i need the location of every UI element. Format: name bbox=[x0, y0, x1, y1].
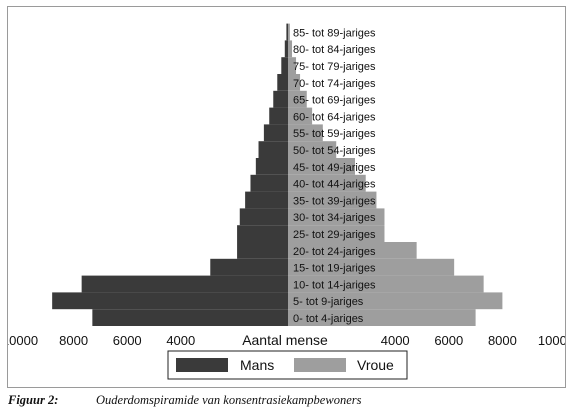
age-label-50-tot-54-jariges: 50- tot 54-jariges bbox=[293, 145, 376, 157]
age-label-40-tot-44-jariges: 40- tot 44-jariges bbox=[293, 179, 376, 191]
age-label-5-tot-9-jariges: 5- tot 9-jariges bbox=[293, 296, 364, 308]
bars-vroue bbox=[288, 23, 503, 326]
bar-mans-65-tot-69-jariges bbox=[273, 90, 288, 108]
age-label-15-tot-19-jariges: 15- tot 19-jariges bbox=[293, 263, 376, 275]
age-label-35-tot-39-jariges: 35- tot 39-jariges bbox=[293, 195, 376, 207]
age-label-10-tot-14-jariges: 10- tot 14-jariges bbox=[293, 279, 376, 291]
age-label-80-tot-84-jariges: 80- tot 84-jariges bbox=[293, 44, 376, 56]
bar-vroue-80-tot-84-jariges bbox=[288, 40, 293, 58]
age-label-0-tot-4-jariges: 0- tot 4-jariges bbox=[293, 313, 364, 325]
x-tick-left-8000: 8000 bbox=[59, 333, 88, 348]
bar-mans-55-tot-59-jariges bbox=[263, 124, 288, 142]
bar-mans-80-tot-84-jariges bbox=[284, 40, 288, 58]
age-label-85-tot-89-jariges: 85- tot 89-jariges bbox=[293, 27, 376, 39]
bar-vroue-5-tot-9-jariges bbox=[288, 292, 503, 310]
bar-vroue-55-tot-59-jariges bbox=[288, 124, 323, 142]
bar-vroue-30-tot-34-jariges bbox=[288, 208, 385, 226]
x-tick-left-4000: 4000 bbox=[166, 333, 195, 348]
x-axis-label: Aantal mense bbox=[242, 332, 328, 348]
bar-vroue-10-tot-14-jariges bbox=[288, 275, 484, 293]
bar-vroue-20-tot-24-jariges bbox=[288, 242, 417, 259]
bar-vroue-15-tot-19-jariges bbox=[288, 258, 455, 276]
caption-text: Ouderdomspiramide van konsentrasiekampbe… bbox=[96, 393, 362, 407]
legend-label-vroue: Vroue bbox=[357, 357, 394, 373]
bar-vroue-35-tot-39-jariges bbox=[288, 191, 377, 209]
age-label-65-tot-69-jariges: 65- tot 69-jariges bbox=[293, 95, 376, 107]
bar-mans-75-tot-79-jariges bbox=[281, 57, 288, 74]
bar-vroue-70-tot-74-jariges bbox=[288, 74, 301, 91]
legend: Mans Vroue bbox=[167, 350, 408, 380]
bar-mans-70-tot-74-jariges bbox=[277, 74, 288, 91]
bar-vroue-75-tot-79-jariges bbox=[288, 57, 297, 74]
bar-vroue-40-tot-44-jariges bbox=[288, 174, 366, 192]
bars-mans bbox=[52, 23, 288, 326]
bar-mans-35-tot-39-jariges bbox=[245, 191, 288, 209]
bar-mans-10-tot-14-jariges bbox=[81, 275, 288, 293]
caption-number: Figuur 2: bbox=[8, 393, 59, 407]
bar-mans-20-tot-24-jariges bbox=[237, 242, 288, 259]
bar-mans-85-tot-89-jariges bbox=[286, 23, 288, 41]
x-tick-right-6000: 6000 bbox=[434, 333, 463, 348]
bar-mans-25-tot-29-jariges bbox=[237, 225, 288, 242]
bar-mans-0-tot-4-jariges bbox=[92, 309, 288, 326]
bar-vroue-85-tot-89-jariges bbox=[288, 23, 290, 41]
figure-frame: 0- tot 4-jariges 5- tot 9-jariges 10- tot … bbox=[7, 6, 566, 388]
x-tick-right-8000: 8000 bbox=[488, 333, 517, 348]
bar-mans-40-tot-44-jariges bbox=[250, 174, 288, 192]
age-label-70-tot-74-jariges: 70- tot 74-jariges bbox=[293, 78, 376, 90]
bar-mans-60-tot-64-jariges bbox=[269, 107, 288, 125]
age-label-30-tot-34-jariges: 30- tot 34-jariges bbox=[293, 212, 376, 224]
figure-caption: Figuur 2: Ouderdomspiramide van konsentr… bbox=[8, 393, 568, 411]
bar-mans-45-tot-49-jariges bbox=[255, 158, 288, 175]
bar-vroue-45-tot-49-jariges bbox=[288, 158, 355, 175]
age-label-20-tot-24-jariges: 20- tot 24-jariges bbox=[293, 246, 376, 258]
bar-mans-5-tot-9-jariges bbox=[52, 292, 288, 310]
bar-vroue-65-tot-69-jariges bbox=[288, 90, 307, 108]
bar-vroue-0-tot-4-jariges bbox=[288, 309, 476, 326]
population-pyramid-chart: 0- tot 4-jariges 5- tot 9-jariges 10- tot … bbox=[8, 23, 565, 380]
legend-swatch-vroue bbox=[294, 358, 346, 372]
age-label-45-tot-49-jariges: 45- tot 49-jariges bbox=[293, 162, 376, 174]
bar-mans-30-tot-34-jariges bbox=[239, 208, 288, 226]
legend-label-mans: Mans bbox=[240, 357, 274, 373]
x-tick-right-4000: 4000 bbox=[381, 333, 410, 348]
age-label-75-tot-79-jariges: 75- tot 79-jariges bbox=[293, 61, 376, 73]
bar-vroue-60-tot-64-jariges bbox=[288, 107, 313, 125]
legend-swatch-mans bbox=[176, 358, 228, 372]
bar-vroue-25-tot-29-jariges bbox=[288, 225, 385, 242]
x-tick-labels: 10000 8000 6000 4000 4000 6000 8000 10000 bbox=[8, 333, 565, 348]
age-labels: 0- tot 4-jariges 5- tot 9-jariges 10- tot … bbox=[293, 27, 376, 325]
age-label-60-tot-64-jariges: 60- tot 64-jariges bbox=[293, 111, 376, 123]
bar-vroue-50-tot-54-jariges bbox=[288, 141, 337, 158]
x-tick-left-6000: 6000 bbox=[113, 333, 142, 348]
x-tick-right-10000: 10000 bbox=[538, 333, 565, 348]
x-tick-left-10000: 10000 bbox=[8, 333, 38, 348]
bar-mans-50-tot-54-jariges bbox=[258, 141, 288, 158]
bar-mans-15-tot-19-jariges bbox=[210, 258, 288, 276]
age-label-55-tot-59-jariges: 55- tot 59-jariges bbox=[293, 128, 376, 140]
age-label-25-tot-29-jariges: 25- tot 29-jariges bbox=[293, 229, 376, 241]
